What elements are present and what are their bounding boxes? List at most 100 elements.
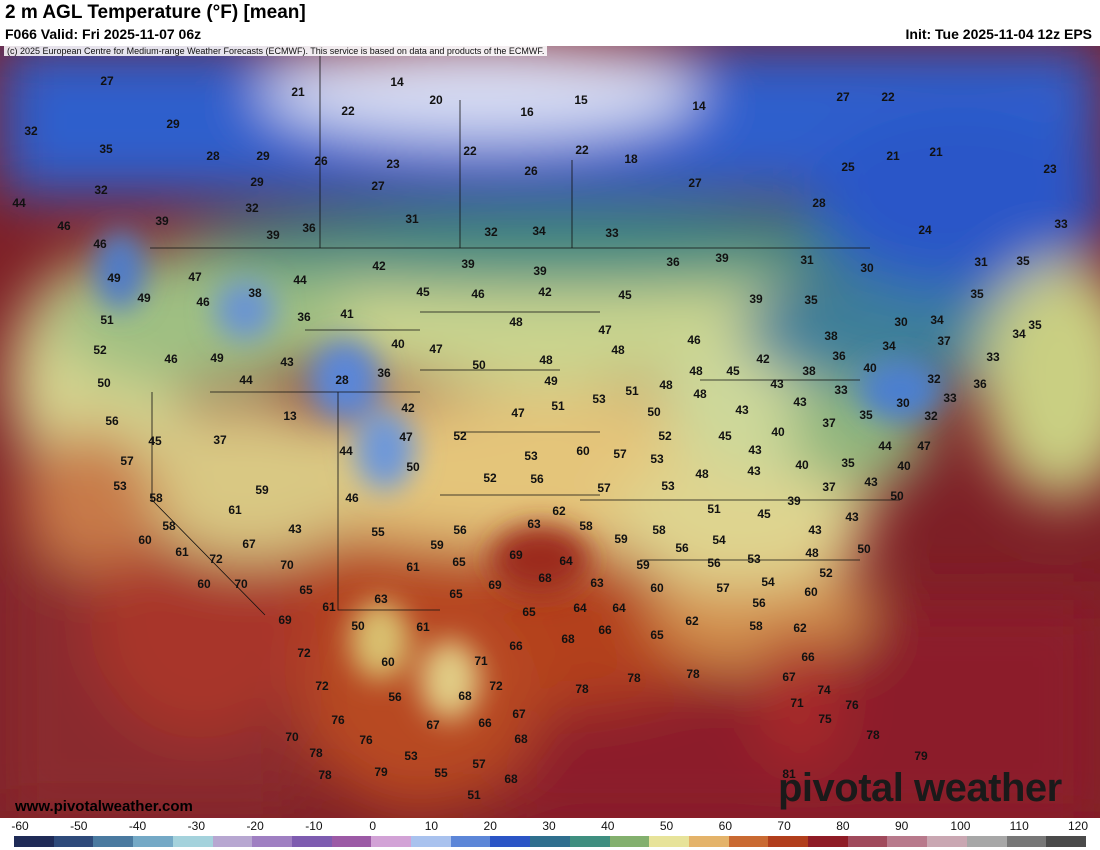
- temperature-label: 43: [770, 377, 784, 391]
- temperature-label: 60: [650, 581, 664, 595]
- temperature-label: 57: [597, 481, 611, 495]
- temperature-label: 27: [100, 74, 114, 88]
- temperature-label: 50: [97, 376, 111, 390]
- temperature-label: 43: [864, 475, 878, 489]
- temperature-label: 78: [575, 682, 589, 696]
- colorbar-segment: [887, 836, 928, 847]
- temperature-label: 81: [782, 767, 796, 781]
- temperature-label: 51: [467, 788, 481, 802]
- temperature-label: 78: [686, 667, 700, 681]
- colorbar-tick: -40: [128, 819, 147, 833]
- temperature-label: 29: [256, 149, 270, 163]
- temperature-label: 43: [748, 443, 762, 457]
- temperature-label: 21: [886, 149, 900, 163]
- map-svg: 27 21 14 20 15 16 14 22 22 22 18 32 29 35 28 29 26 23 26 27…: [0, 46, 1100, 818]
- temperature-label: 47: [511, 406, 525, 420]
- temperature-label: 46: [93, 237, 107, 251]
- temperature-label: 39: [266, 228, 280, 242]
- header: 2 m AGL Temperature (°F) [mean] F066 Val…: [0, 0, 1100, 46]
- temperature-label: 36: [973, 377, 987, 391]
- temperature-label: 39: [533, 264, 547, 278]
- pivotal-weather-logo: pivotal weather: [778, 766, 1062, 810]
- temperature-label: 33: [834, 383, 848, 397]
- temperature-label: 37: [937, 334, 951, 348]
- temperature-label: 64: [559, 554, 573, 568]
- valid-time: F066 Valid: Fri 2025-11-07 06z: [5, 26, 202, 42]
- colorbar-tick: 60: [718, 819, 733, 833]
- colorbar-segment: [212, 836, 253, 847]
- temperature-label: 45: [726, 364, 740, 378]
- temperature-label: 40: [795, 458, 809, 472]
- temperature-label: 14: [692, 99, 706, 113]
- temperature-map[interactable]: 27 21 14 20 15 16 14 22 22 22 18 32 29 35 28 29 26 23 26 27…: [0, 46, 1100, 818]
- colorbar-tick: 50: [659, 819, 674, 833]
- colorbar-segment: [331, 836, 372, 847]
- temperature-label: 50: [890, 489, 904, 503]
- temperature-label: 15: [574, 93, 588, 107]
- temperature-label: 51: [707, 502, 721, 516]
- temperature-label: 44: [293, 273, 307, 287]
- colorbar-segment: [1046, 836, 1086, 847]
- temperature-label: 78: [309, 746, 323, 760]
- temperature-label: 57: [472, 757, 486, 771]
- temperature-label: 56: [675, 541, 689, 555]
- temperature-label: 66: [478, 716, 492, 730]
- temperature-label: 33: [986, 350, 1000, 364]
- temperature-label: 48: [659, 378, 673, 392]
- temperature-label: 52: [658, 429, 672, 443]
- temperature-label: 36: [832, 349, 846, 363]
- temperature-label: 67: [242, 537, 256, 551]
- temperature-label: 43: [288, 522, 302, 536]
- temperature-label: 48: [693, 387, 707, 401]
- temperature-label: 48: [611, 343, 625, 357]
- colorbar-tick: 110: [1009, 819, 1029, 833]
- temperature-label: 76: [845, 698, 859, 712]
- colorbar-segment: [649, 836, 689, 847]
- temperature-label: 61: [228, 503, 242, 517]
- colorbar-tick: 30: [542, 819, 556, 833]
- temperature-label: 36: [666, 255, 680, 269]
- temperature-label: 35: [804, 293, 818, 307]
- temperature-label: 33: [605, 226, 619, 240]
- temperature-label: 35: [970, 287, 984, 301]
- map-title: 2 m AGL Temperature (°F) [mean]: [5, 2, 306, 23]
- temperature-label: 56: [105, 414, 119, 428]
- temperature-label: 48: [695, 467, 709, 481]
- temperature-label: 33: [1054, 217, 1068, 231]
- temperature-label: 53: [650, 452, 664, 466]
- temperature-label: 56: [388, 690, 402, 704]
- temperature-label: 43: [845, 510, 859, 524]
- temperature-label: 21: [929, 145, 943, 159]
- temperature-label: 46: [164, 352, 178, 366]
- temperature-label: 39: [715, 251, 729, 265]
- temperature-label: 36: [377, 366, 391, 380]
- temperature-label: 37: [213, 433, 227, 447]
- colorbar-segment: [450, 836, 491, 847]
- temperature-label: 27: [371, 179, 385, 193]
- temperature-label: 47: [429, 342, 443, 356]
- temperature-label: 42: [372, 259, 386, 273]
- temperature-label: 56: [752, 596, 766, 610]
- temperature-label: 50: [406, 460, 420, 474]
- temperature-label: 76: [331, 713, 345, 727]
- temperature-label: 39: [155, 214, 169, 228]
- temperature-label: 65: [522, 605, 536, 619]
- boundaries: [150, 46, 900, 616]
- temperature-label: 28: [206, 149, 220, 163]
- temperature-label: 50: [351, 619, 365, 633]
- temperature-label: 72: [209, 552, 223, 566]
- colorbar-tick: -30: [187, 819, 205, 833]
- temperature-label: 60: [381, 655, 395, 669]
- website-link[interactable]: www.pivotalweather.com: [15, 798, 193, 815]
- temperature-label: 72: [489, 679, 503, 693]
- temperature-label: 22: [881, 90, 895, 104]
- temperature-label: 61: [416, 620, 430, 634]
- colorbar-segment: [609, 836, 650, 847]
- data-credit: (c) 2025 European Centre for Medium-rang…: [4, 46, 548, 56]
- temperature-label: 38: [248, 286, 262, 300]
- temperature-label: 55: [371, 525, 385, 539]
- colorbar-segment: [1006, 836, 1047, 847]
- temperature-label: 36: [297, 310, 311, 324]
- colorbar-tick: 90: [894, 819, 909, 833]
- temperature-label: 30: [896, 396, 910, 410]
